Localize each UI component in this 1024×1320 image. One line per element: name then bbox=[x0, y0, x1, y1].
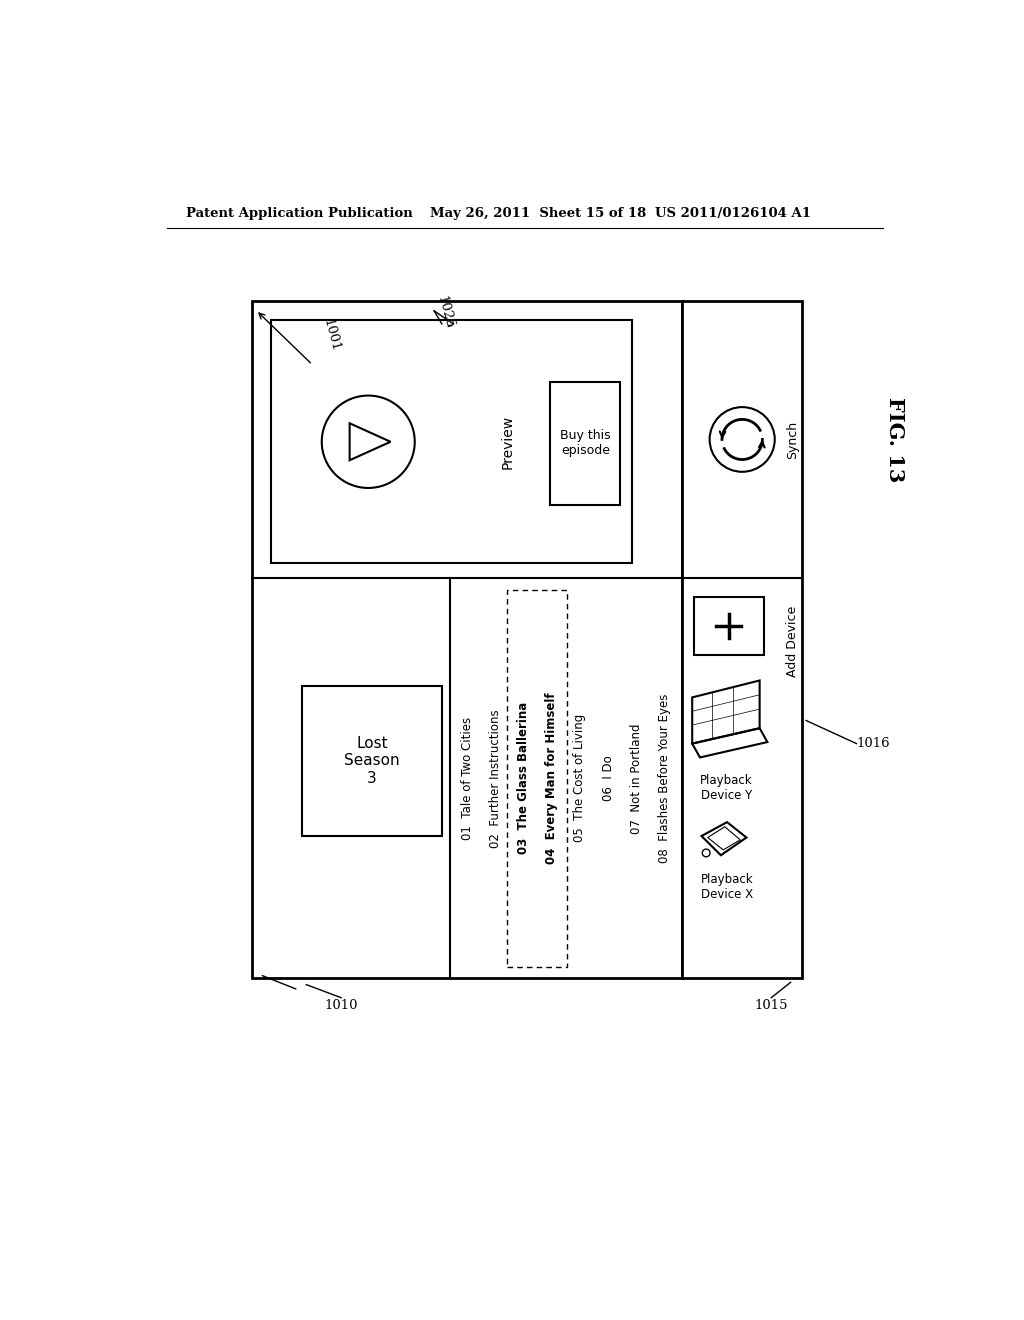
Text: FIG. 13: FIG. 13 bbox=[886, 397, 905, 482]
Text: 1001: 1001 bbox=[321, 318, 341, 354]
Text: 1010: 1010 bbox=[325, 999, 357, 1012]
Text: 1016: 1016 bbox=[856, 737, 890, 750]
Text: 04  Every Man for Himself: 04 Every Man for Himself bbox=[546, 693, 558, 865]
Bar bbox=[550, 381, 621, 506]
Text: 1015: 1015 bbox=[755, 999, 788, 1012]
Text: Add Device: Add Device bbox=[786, 606, 800, 677]
Bar bbox=[271, 321, 632, 562]
Text: Playback
Device Y: Playback Device Y bbox=[700, 775, 753, 803]
Text: Preview: Preview bbox=[501, 414, 515, 469]
Bar bbox=[302, 686, 442, 836]
Text: 06  I Do: 06 I Do bbox=[601, 755, 614, 801]
Text: Patent Application Publication: Patent Application Publication bbox=[186, 207, 413, 220]
Text: 02  Further Instructions: 02 Further Instructions bbox=[489, 709, 502, 847]
Bar bbox=[693, 598, 764, 655]
Text: US 2011/0126104 A1: US 2011/0126104 A1 bbox=[655, 207, 811, 220]
Bar bbox=[252, 301, 682, 978]
Text: 03  The Glass Ballerina: 03 The Glass Ballerina bbox=[517, 702, 530, 854]
Text: Synch: Synch bbox=[786, 420, 800, 458]
Text: 1025: 1025 bbox=[434, 294, 456, 330]
Text: 07  Not in Portland: 07 Not in Portland bbox=[630, 723, 643, 833]
Text: Lost
Season
3: Lost Season 3 bbox=[344, 737, 400, 785]
Text: Playback
Device X: Playback Device X bbox=[700, 873, 754, 902]
Text: 08  Flashes Before Your Eyes: 08 Flashes Before Your Eyes bbox=[657, 693, 671, 863]
Bar bbox=[507, 590, 567, 966]
Text: Buy this
episode: Buy this episode bbox=[560, 429, 610, 457]
Text: 01  Tale of Two Cities: 01 Tale of Two Cities bbox=[461, 717, 474, 840]
Bar bbox=[682, 301, 802, 978]
Text: May 26, 2011  Sheet 15 of 18: May 26, 2011 Sheet 15 of 18 bbox=[430, 207, 646, 220]
Text: 05  The Cost of Living: 05 The Cost of Living bbox=[573, 714, 587, 842]
